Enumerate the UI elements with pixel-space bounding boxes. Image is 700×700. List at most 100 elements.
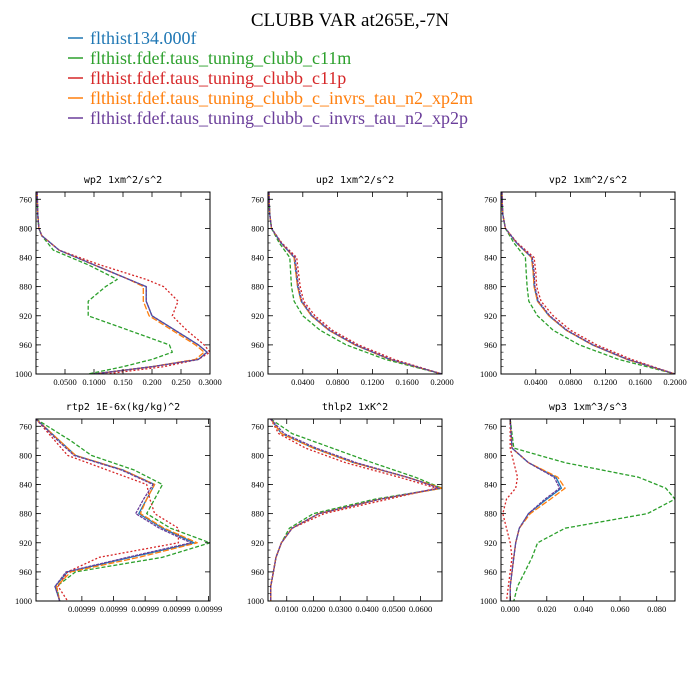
y-tick-label: 880 bbox=[484, 282, 497, 292]
series-group bbox=[36, 419, 210, 601]
x-tick-label: 0.00999 bbox=[100, 604, 128, 614]
y-tick-label: 880 bbox=[19, 509, 32, 519]
y-tick-label: 760 bbox=[19, 194, 32, 204]
x-tick-label: 0.1200 bbox=[594, 377, 617, 387]
y-tick-label: 960 bbox=[19, 340, 32, 350]
x-tick-label: 0.2000 bbox=[430, 377, 453, 387]
x-tick-label: 0.250 bbox=[171, 377, 190, 387]
panel-3: vp2 1xm^2/s^2 760 800 840 880 920 960 1000 0.040… bbox=[480, 175, 687, 387]
panel-5: thlp2 1xK^2 760 800 840 880 920 960 1000 0.0100 0… bbox=[247, 402, 443, 614]
panel-title: wp3 1xm^3/s^3 bbox=[549, 402, 627, 413]
y-tick-label: 800 bbox=[251, 223, 264, 233]
y-tick-label: 960 bbox=[251, 567, 264, 577]
series-line-5 bbox=[268, 192, 442, 374]
x-tick-label: 0.0200 bbox=[302, 604, 325, 614]
y-tick-label: 840 bbox=[19, 480, 32, 490]
plot-frame bbox=[35, 418, 211, 602]
plot-frame bbox=[500, 191, 676, 375]
series-line-2 bbox=[36, 419, 210, 601]
series-line-4 bbox=[270, 419, 442, 601]
series-group bbox=[270, 419, 442, 601]
series-line-5 bbox=[36, 419, 192, 601]
series-line-3 bbox=[36, 419, 180, 601]
y-tick-label: 800 bbox=[19, 223, 32, 233]
legend-entry: flthist.fdef.taus_tuning_clubb_c_invrs_t… bbox=[90, 88, 473, 108]
legend-entry: flthist.fdef.taus_tuning_clubb_c11p bbox=[90, 68, 346, 88]
panel-2: up2 1xm^2/s^2 760 800 840 880 920 960 1000 0.040… bbox=[247, 175, 454, 387]
y-tick-label: 1000 bbox=[480, 596, 497, 606]
series-line-3 bbox=[270, 419, 438, 601]
panel-title: thlp2 1xK^2 bbox=[322, 402, 388, 413]
plot-frame bbox=[35, 191, 211, 375]
series-line-2 bbox=[501, 192, 675, 374]
y-tick-label: 920 bbox=[19, 538, 32, 548]
x-tick-label: 0.00999 bbox=[195, 604, 223, 614]
series-line-3 bbox=[502, 419, 519, 601]
y-tick-label: 760 bbox=[484, 421, 497, 431]
series-line-4 bbox=[501, 192, 675, 374]
x-tick-label: 0.080 bbox=[647, 604, 666, 614]
y-tick-label: 800 bbox=[484, 450, 497, 460]
x-tick-label: 0.0500 bbox=[53, 377, 76, 387]
series-line-4 bbox=[36, 192, 205, 374]
legend-entry: flthist134.000f bbox=[90, 28, 197, 48]
y-tick-label: 920 bbox=[251, 311, 264, 321]
y-tick-label: 840 bbox=[484, 253, 497, 263]
x-tick-label: 0.200 bbox=[142, 377, 161, 387]
y-tick-label: 960 bbox=[484, 340, 497, 350]
x-tick-label: 0.3000 bbox=[198, 377, 221, 387]
series-line-2 bbox=[509, 419, 675, 601]
x-tick-label: 0.040 bbox=[574, 604, 593, 614]
series-line-3 bbox=[36, 192, 210, 374]
x-tick-label: 0.0400 bbox=[291, 377, 314, 387]
y-tick-label: 880 bbox=[251, 282, 264, 292]
series-line-2 bbox=[268, 192, 442, 374]
y-tick-label: 800 bbox=[484, 223, 497, 233]
y-tick-label: 760 bbox=[251, 421, 264, 431]
series-group bbox=[268, 192, 442, 374]
y-tick-label: 1000 bbox=[15, 596, 32, 606]
y-tick-label: 840 bbox=[484, 480, 497, 490]
y-tick-label: 880 bbox=[251, 509, 264, 519]
figure-title: CLUBB VAR at265E,-7N bbox=[251, 10, 450, 31]
x-tick-label: 0.2000 bbox=[663, 377, 686, 387]
x-tick-label: 0.0300 bbox=[329, 604, 352, 614]
x-tick-label: 0.0400 bbox=[355, 604, 378, 614]
series-line-1 bbox=[268, 192, 442, 374]
x-tick-label: 0.000 bbox=[501, 604, 520, 614]
y-tick-label: 880 bbox=[484, 509, 497, 519]
series-line-5 bbox=[509, 419, 561, 601]
y-tick-label: 840 bbox=[251, 253, 264, 263]
x-tick-label: 0.060 bbox=[610, 604, 629, 614]
y-tick-label: 1000 bbox=[247, 369, 264, 379]
series-line-4 bbox=[268, 192, 442, 374]
x-tick-label: 0.1200 bbox=[361, 377, 384, 387]
y-tick-label: 1000 bbox=[247, 596, 264, 606]
y-tick-label: 960 bbox=[484, 567, 497, 577]
series-group bbox=[501, 192, 675, 374]
x-tick-label: 0.00999 bbox=[131, 604, 159, 614]
panel-title: vp2 1xm^2/s^2 bbox=[549, 175, 627, 186]
y-tick-label: 800 bbox=[19, 450, 32, 460]
y-tick-label: 920 bbox=[251, 538, 264, 548]
x-tick-label: 0.0500 bbox=[382, 604, 405, 614]
y-tick-label: 760 bbox=[484, 194, 497, 204]
series-line-1 bbox=[36, 192, 208, 374]
x-tick-label: 0.0100 bbox=[275, 604, 298, 614]
y-tick-label: 1000 bbox=[480, 369, 497, 379]
panels: wp2 1xm^2/s^2 760 800 840 880 920 960 1000 0.050… bbox=[15, 175, 687, 614]
y-tick-label: 760 bbox=[19, 421, 32, 431]
y-tick-label: 800 bbox=[251, 450, 264, 460]
series-line-5 bbox=[270, 419, 440, 601]
y-tick-label: 880 bbox=[19, 282, 32, 292]
plot-frame bbox=[500, 418, 676, 602]
series-group bbox=[36, 192, 210, 374]
legend-entry: flthist.fdef.taus_tuning_clubb_c11m bbox=[90, 48, 351, 68]
y-tick-label: 960 bbox=[251, 340, 264, 350]
x-tick-label: 0.150 bbox=[113, 377, 132, 387]
panel-1: wp2 1xm^2/s^2 760 800 840 880 920 960 1000 0.050… bbox=[15, 175, 222, 387]
x-tick-label: 0.020 bbox=[537, 604, 556, 614]
series-line-5 bbox=[501, 192, 675, 374]
y-tick-label: 1000 bbox=[15, 369, 32, 379]
